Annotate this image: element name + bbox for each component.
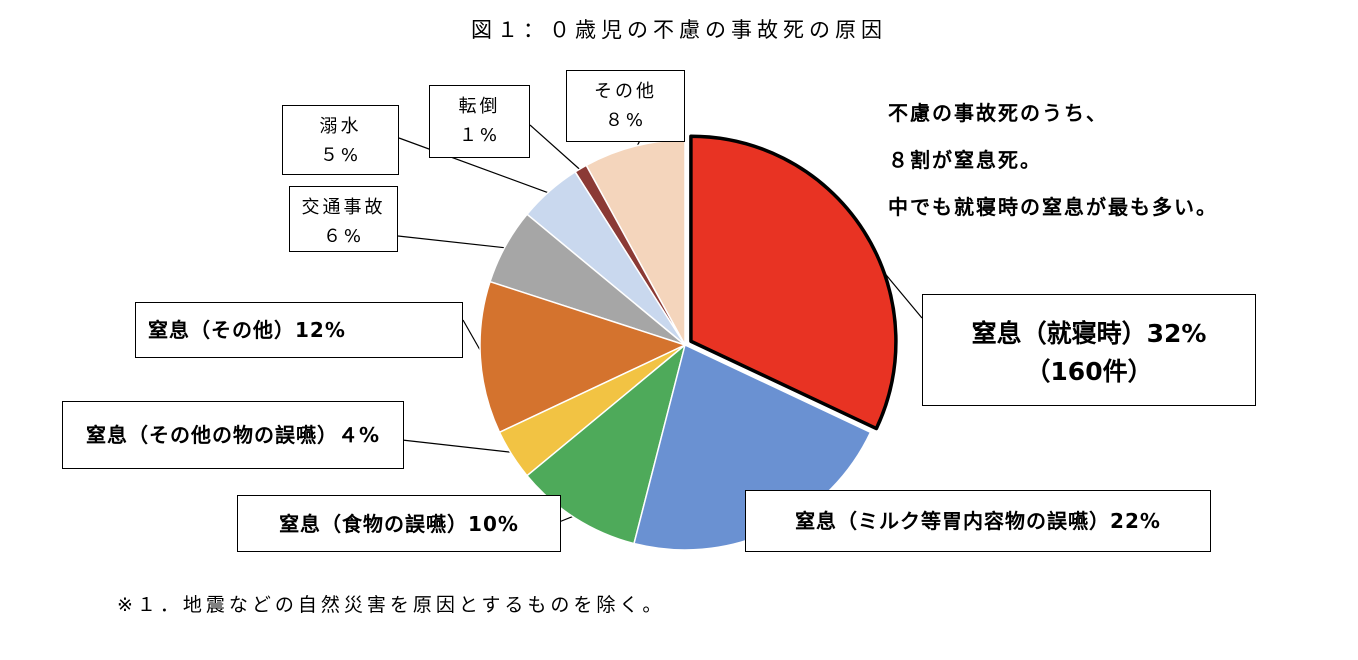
callout-milk-aspiration: 窒息（ミルク等胃内容物の誤嚥）22%: [745, 490, 1211, 552]
label-drowning: 溺水: [319, 116, 362, 137]
summary-line-3: 中でも就寝時の窒息が最も多い。: [888, 195, 1218, 219]
callout-sleep-suffocation: 窒息（就寝時）32% （160件）: [922, 294, 1256, 406]
label-fall: 転倒: [458, 96, 501, 117]
label-other-aspiration: 窒息（その他の物の誤嚥）４%: [85, 423, 381, 447]
label-milk-aspiration: 窒息（ミルク等胃内容物の誤嚥）22%: [795, 509, 1161, 533]
slice-food-aspiration: [526, 344, 686, 545]
label-other-pct: ８%: [604, 110, 647, 131]
slice-other-suffocation: [479, 280, 686, 434]
label-drowning-pct: ５%: [319, 145, 362, 166]
summary-text: 不慮の事故死のうち、 ８割が窒息死。 中でも就寝時の窒息が最も多い。: [888, 90, 1218, 231]
leader-line-other-aspiration: [401, 439, 516, 454]
callout-other-suffocation: 窒息（その他）12%: [135, 302, 463, 358]
footnote: ※１．地震などの自然災害を原因とするものを除く。: [117, 594, 666, 616]
label-sleep-suffocation-count: （160件）: [1025, 357, 1153, 386]
slice-sleep-suffocation: [689, 134, 898, 431]
label-traffic: 交通事故: [301, 197, 386, 218]
label-food-aspiration: 窒息（食物の誤嚥）10%: [279, 511, 519, 536]
callout-traffic: 交通事故 ６%: [289, 186, 398, 252]
leader-line-traffic: [397, 235, 509, 249]
chart-title: 図１：０歳児の不慮の事故死の原因: [471, 18, 887, 42]
leader-line-drowning: [398, 137, 553, 195]
label-traffic-pct: ６%: [322, 226, 365, 247]
leader-line-fall: [529, 124, 584, 173]
label-other: その他: [594, 81, 657, 102]
callout-other-aspiration: 窒息（その他の物の誤嚥）４%: [62, 401, 404, 469]
label-sleep-suffocation: 窒息（就寝時）32%: [971, 319, 1207, 348]
callout-other: その他 ８%: [566, 70, 685, 142]
callout-food-aspiration: 窒息（食物の誤嚥）10%: [237, 495, 561, 552]
label-other-suffocation: 窒息（その他）12%: [148, 318, 346, 342]
callout-drowning: 溺水 ５%: [282, 105, 399, 175]
summary-line-1: 不慮の事故死のうち、: [888, 101, 1108, 125]
label-fall-pct: １%: [458, 125, 501, 146]
pie-slices: [479, 134, 898, 551]
callout-fall: 転倒 １%: [429, 85, 530, 158]
summary-line-2: ８割が窒息死。: [888, 148, 1042, 172]
